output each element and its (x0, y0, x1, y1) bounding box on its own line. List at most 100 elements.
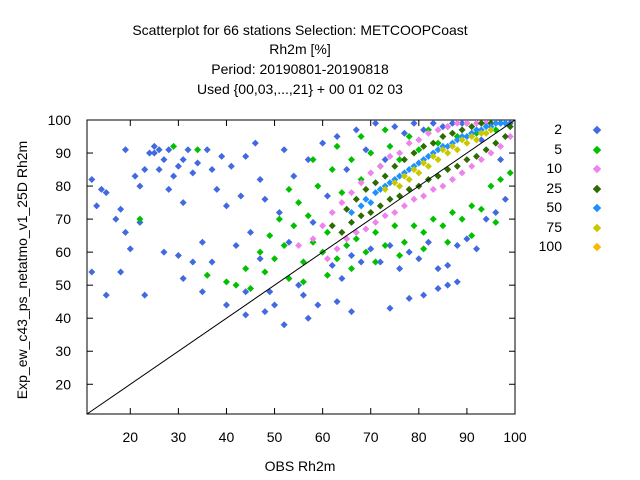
data-point (396, 172, 404, 180)
y-tick-label: 100 (48, 112, 72, 128)
data-point (468, 202, 476, 210)
data-point (121, 146, 129, 154)
data-point (242, 288, 250, 296)
data-point (381, 185, 389, 193)
data-point (155, 146, 163, 154)
data-point (280, 146, 288, 154)
x-tick-label: 100 (503, 429, 527, 445)
data-point (439, 182, 447, 190)
data-point (473, 126, 481, 134)
data-point (285, 275, 293, 283)
data-point (208, 258, 216, 266)
data-point (487, 149, 495, 157)
data-point (323, 271, 331, 279)
data-point (391, 123, 399, 131)
data-point (506, 169, 514, 177)
data-point (453, 119, 461, 127)
data-point (424, 162, 432, 170)
data-point (117, 205, 125, 213)
data-point (448, 208, 456, 216)
data-point (194, 159, 202, 167)
data-point (439, 133, 447, 141)
data-point (88, 175, 96, 183)
legend-label: 2 (554, 121, 562, 137)
data-point (338, 228, 346, 236)
data-point (275, 215, 283, 223)
data-point (261, 195, 269, 203)
data-point (381, 172, 389, 180)
data-point (367, 208, 375, 216)
data-point (429, 152, 437, 160)
data-point (372, 228, 380, 236)
data-point (367, 245, 375, 253)
data-point (155, 166, 163, 174)
data-point (160, 248, 168, 256)
data-point (405, 133, 413, 141)
data-point (160, 156, 168, 164)
data-point (347, 189, 355, 197)
data-point (357, 179, 365, 187)
data-point (328, 261, 336, 269)
data-point (386, 242, 394, 250)
data-point (184, 146, 192, 154)
data-point (487, 182, 495, 190)
data-point (165, 185, 173, 193)
data-point (415, 146, 423, 154)
data-point (381, 242, 389, 250)
data-point (372, 258, 380, 266)
data-point (295, 242, 303, 250)
data-point (487, 126, 495, 134)
data-point (429, 185, 437, 193)
data-point (410, 149, 418, 157)
data-point (415, 255, 423, 263)
data-point (463, 133, 471, 141)
data-point (497, 142, 505, 150)
data-point (295, 281, 303, 289)
data-point (194, 146, 202, 154)
data-point (434, 126, 442, 134)
data-point (400, 156, 408, 164)
data-point (314, 182, 322, 190)
data-point (444, 238, 452, 246)
data-point (323, 255, 331, 263)
data-point (285, 185, 293, 193)
data-point (386, 179, 394, 187)
data-point (429, 215, 437, 223)
y-tick-label: 60 (55, 244, 71, 260)
data-point (420, 192, 428, 200)
data-point (347, 265, 355, 273)
data-point (453, 146, 461, 154)
data-point (420, 159, 428, 167)
legend-label: 100 (538, 238, 562, 254)
data-point (448, 142, 456, 150)
data-point (381, 126, 389, 134)
data-point (189, 258, 197, 266)
data-point (131, 172, 139, 180)
chart-subtitle-used-hours: Used {00,03,...,21} + 00 01 02 03 (197, 81, 403, 97)
data-point (453, 162, 461, 170)
data-point (357, 212, 365, 220)
data-point (333, 298, 341, 306)
data-point (376, 185, 384, 193)
data-point (222, 301, 230, 309)
data-point (473, 245, 481, 253)
data-point (126, 245, 134, 253)
data-point (448, 119, 456, 127)
data-point (304, 212, 312, 220)
data-point (198, 238, 206, 246)
data-point (434, 146, 442, 154)
data-point (357, 133, 365, 141)
data-point (376, 202, 384, 210)
data-point (102, 291, 110, 299)
data-point (295, 199, 303, 207)
data-point (473, 152, 481, 160)
data-point (497, 119, 505, 127)
data-point (434, 265, 442, 273)
data-point (501, 195, 509, 203)
data-point (174, 251, 182, 259)
data-point (458, 126, 466, 134)
data-point (261, 268, 269, 276)
data-point (222, 278, 230, 286)
data-point (222, 202, 230, 210)
data-point (420, 245, 428, 253)
